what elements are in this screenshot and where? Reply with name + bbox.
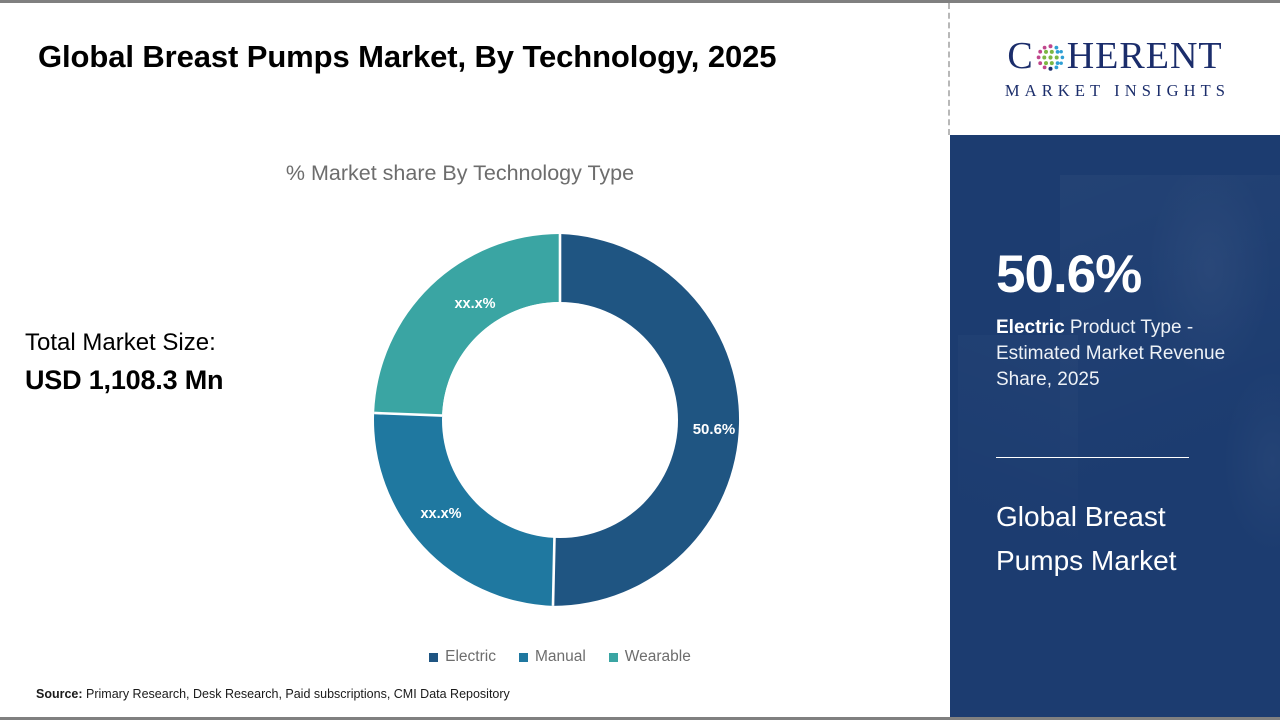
stat-panel-content: 50.6% Electric Product Type - Estimated …: [950, 248, 1280, 394]
chart-subtitle: % Market share By Technology Type: [285, 161, 635, 185]
source-prefix: Source:: [36, 687, 83, 701]
page-title: Global Breast Pumps Market, By Technolog…: [38, 39, 777, 74]
highlight-stat-panel: 50.6% Electric Product Type - Estimated …: [950, 135, 1280, 717]
stat-description-rest: Product Type - Estimated Market Revenue …: [996, 317, 1226, 391]
legend-label-wearable: Wearable: [624, 648, 691, 665]
legend-item-wearable[interactable]: Wearable: [608, 648, 691, 666]
donut-slice-wearable[interactable]: [374, 234, 560, 416]
chart-legend: Electric Manual Wearable: [374, 648, 746, 666]
brand-tagline: MARKET INSIGHTS: [1004, 81, 1231, 100]
market-size-value: USD 1,108.3 Mn: [25, 365, 224, 395]
total-market-size: Total Market Size: USD 1,108.3 Mn: [25, 325, 355, 400]
stat-panel-divider: [996, 457, 1189, 458]
stat-market-name: Global Breast Pumps Market: [996, 501, 1177, 577]
donut-label-electric: 50.6%: [693, 421, 736, 438]
donut-chart-svg: 50.6% xx.x% xx.x%: [374, 234, 740, 606]
donut-label-manual: xx.x%: [420, 506, 461, 522]
market-size-label: Total Market Size:: [25, 329, 216, 356]
legend-swatch-manual: [518, 652, 528, 662]
donut-center-hole: [442, 302, 678, 538]
top-border: [0, 0, 1280, 3]
brand-wordmark: C: [1007, 37, 1222, 75]
vertical-dashed-divider: [948, 3, 950, 135]
legend-item-manual[interactable]: Manual: [518, 648, 586, 666]
legend-label-manual: Manual: [534, 648, 586, 665]
brand-logo[interactable]: C: [950, 3, 1280, 135]
brand-name-part2: HERENT: [1066, 35, 1223, 77]
legend-item-electric[interactable]: Electric: [429, 648, 496, 666]
legend-label-electric: Electric: [445, 648, 496, 665]
legend-swatch-wearable: [608, 652, 618, 662]
stat-description-bold: Electric: [996, 317, 1065, 338]
stat-big-value: 50.6%: [996, 245, 1142, 304]
donut-slice-manual[interactable]: [374, 412, 556, 606]
donut-chart: 50.6% xx.x% xx.x%: [374, 234, 746, 606]
source-note: Source: Primary Research, Desk Research,…: [36, 687, 510, 701]
source-text: Primary Research, Desk Research, Paid su…: [86, 687, 510, 701]
left-content-pane: Global Breast Pumps Market, By Technolog…: [0, 3, 948, 717]
legend-swatch-electric: [429, 652, 439, 662]
donut-label-wearable: xx.x%: [454, 296, 495, 312]
brand-name-part1: C: [1007, 35, 1034, 77]
bottom-border: [0, 717, 1280, 720]
globe-dots-icon: [1035, 42, 1066, 73]
right-rail: C: [950, 3, 1280, 717]
stat-description: Electric Product Type - Estimated Market…: [996, 315, 1234, 394]
